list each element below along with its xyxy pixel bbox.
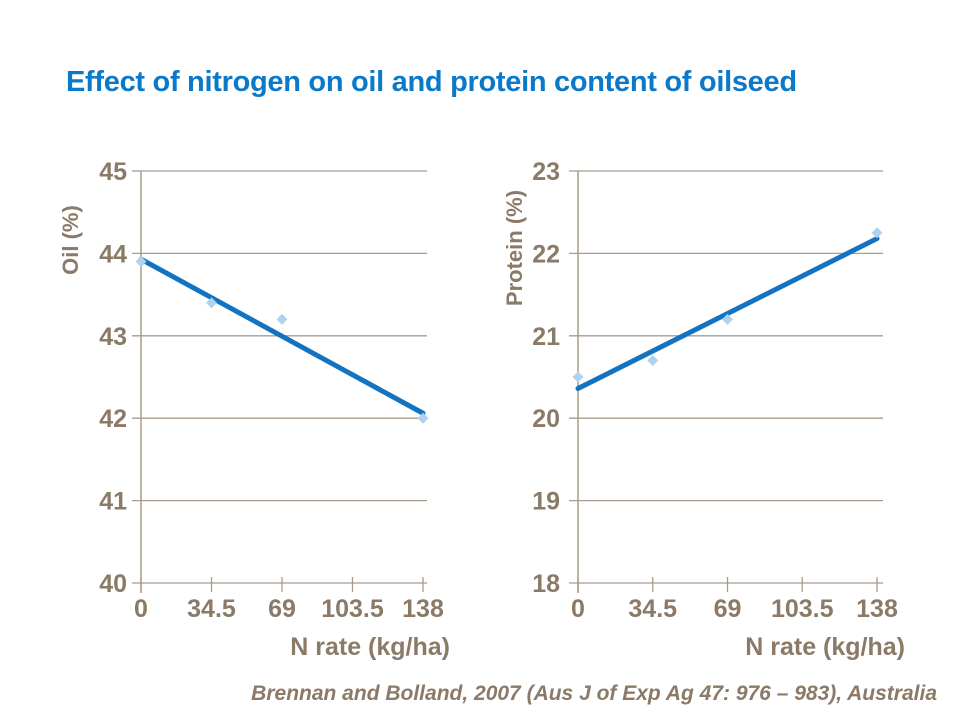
x-tick-label: 0 (571, 595, 585, 623)
data-point-marker (572, 371, 584, 383)
y-tick-label: 20 (532, 405, 560, 433)
x-tick-label: 138 (856, 595, 898, 623)
citation-text: Brennan and Bolland, 2007 (Aus J of Exp … (251, 682, 937, 705)
trend-line (138, 256, 426, 416)
x-axis-title: N rate (kg/ha) (290, 633, 450, 661)
y-tick-label: 41 (99, 488, 127, 516)
x-tick-label: 103.5 (321, 595, 384, 623)
x-tick-label: 69 (714, 595, 742, 623)
data-point-marker (206, 297, 217, 309)
y-axis-title: Oil (%) (58, 205, 83, 275)
x-tick-label: 103.5 (771, 595, 834, 623)
x-tick-label: 34.5 (628, 595, 677, 623)
y-tick-label: 45 (99, 158, 127, 186)
y-axis-title: Protein (%) (502, 190, 527, 306)
data-point-marker (135, 256, 147, 268)
y-tick-label: 40 (99, 570, 127, 598)
y-tick-label: 42 (99, 405, 127, 433)
y-tick-label: 18 (532, 570, 560, 598)
data-point-marker (647, 355, 659, 367)
y-tick-label: 23 (532, 158, 560, 186)
y-tick-label: 44 (99, 240, 127, 268)
protein-chart: 18 19 20 21 22 23 0 34.5 69 103.5 138 Protein (%) N … (502, 158, 905, 661)
x-tick-label: 138 (402, 595, 444, 623)
trend-line (575, 236, 880, 392)
data-point-marker (417, 412, 429, 424)
y-tick-label: 19 (532, 488, 560, 516)
y-tick-label: 21 (532, 323, 560, 351)
data-point-marker (276, 313, 288, 325)
slide-title: Effect of nitrogen on oil and protein co… (66, 66, 797, 98)
x-axis-title: N rate (kg/ha) (745, 633, 905, 661)
x-tick-label: 69 (268, 595, 296, 623)
oil-chart: 40 41 42 43 44 45 0 34.5 69 103.5 138 Oil (%) N rate… (58, 158, 450, 661)
x-tick-label: 34.5 (187, 595, 236, 623)
y-tick-label: 22 (532, 240, 560, 268)
data-point-marker (722, 313, 733, 325)
y-tick-label: 43 (99, 323, 127, 351)
data-point-marker (871, 227, 883, 239)
x-tick-label: 0 (134, 595, 148, 623)
